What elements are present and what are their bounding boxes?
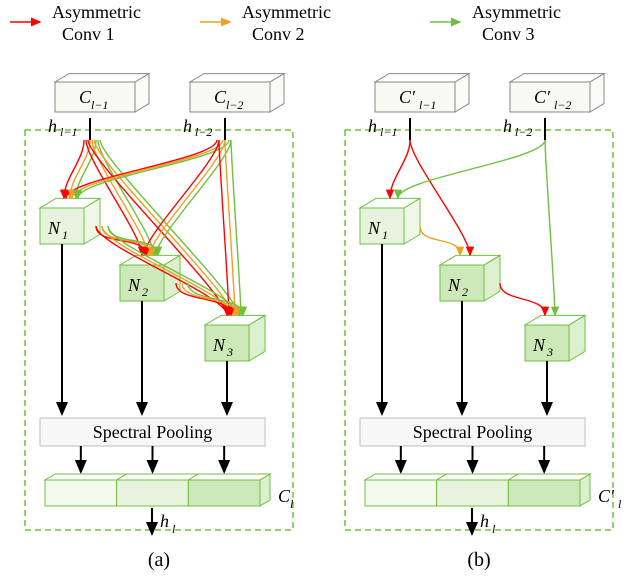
node-label: N — [47, 218, 61, 238]
output-segment — [508, 474, 590, 506]
output-segment — [188, 474, 270, 506]
conv-arrow — [219, 140, 229, 315]
input-label: C′ — [534, 87, 551, 107]
node-label-sub: 1 — [382, 228, 388, 242]
node-label-sub: 2 — [142, 285, 148, 299]
conv-arrow — [420, 226, 460, 255]
node-label: N — [447, 275, 461, 295]
node-label: N — [127, 275, 141, 295]
panel-tag: (b) — [467, 549, 490, 571]
h-label: h — [183, 116, 192, 136]
input-label-sub: l−2 — [554, 98, 571, 112]
legend-label: Conv 3 — [482, 24, 535, 44]
h-label: h — [368, 116, 377, 136]
spectral-pool-label: Spectral Pooling — [93, 422, 213, 442]
node-label-sub: 1 — [62, 228, 68, 242]
legend-label: Conv 2 — [252, 24, 305, 44]
output-segment — [117, 474, 199, 506]
output-label: C′ — [598, 486, 615, 506]
node-label-sub: 3 — [546, 345, 553, 359]
h-out-label: h — [480, 511, 489, 531]
h-label: h — [48, 116, 57, 136]
input-label: C′ — [399, 87, 416, 107]
h-out-label-sub: l — [492, 522, 496, 536]
diagram-canvas: AsymmetricConv 1AsymmetricConv 2Asymmetr… — [0, 0, 640, 580]
output-segment — [437, 474, 519, 506]
panel-tag: (a) — [148, 549, 170, 571]
output-label-sub: l — [618, 497, 622, 511]
conv-arrow — [500, 283, 545, 315]
input-label-sub: l−1 — [419, 98, 436, 112]
node-label-sub: 2 — [462, 285, 468, 299]
conv-arrow — [545, 140, 555, 315]
output-segment — [45, 474, 127, 506]
spectral-pool-label: Spectral Pooling — [413, 422, 533, 442]
input-label-sub: l−2 — [226, 98, 243, 112]
h-label-sub: l−2 — [515, 125, 532, 139]
h-label: h — [503, 116, 512, 136]
h-label-sub: l−2 — [195, 125, 212, 139]
h-out-label: h — [160, 511, 169, 531]
h-out-label-sub: l — [172, 522, 176, 536]
conv-arrow — [225, 140, 235, 315]
node-label-sub: 3 — [226, 345, 233, 359]
conv-arrow — [144, 140, 219, 255]
node-label: N — [367, 218, 381, 238]
node-label: N — [532, 335, 546, 355]
h-label-sub: l−1 — [60, 125, 77, 139]
conv-arrow — [231, 140, 241, 315]
conv-arrow — [410, 140, 470, 255]
node-label: N — [212, 335, 226, 355]
h-label-sub: l−1 — [380, 125, 397, 139]
conv-arrow — [398, 140, 545, 198]
output-segment — [365, 474, 447, 506]
legend-label: Asymmetric — [472, 2, 561, 22]
input-label-sub: l−1 — [91, 98, 108, 112]
legend-label: Asymmetric — [242, 2, 331, 22]
legend-label: Asymmetric — [52, 2, 141, 22]
legend-label: Conv 1 — [62, 24, 115, 44]
